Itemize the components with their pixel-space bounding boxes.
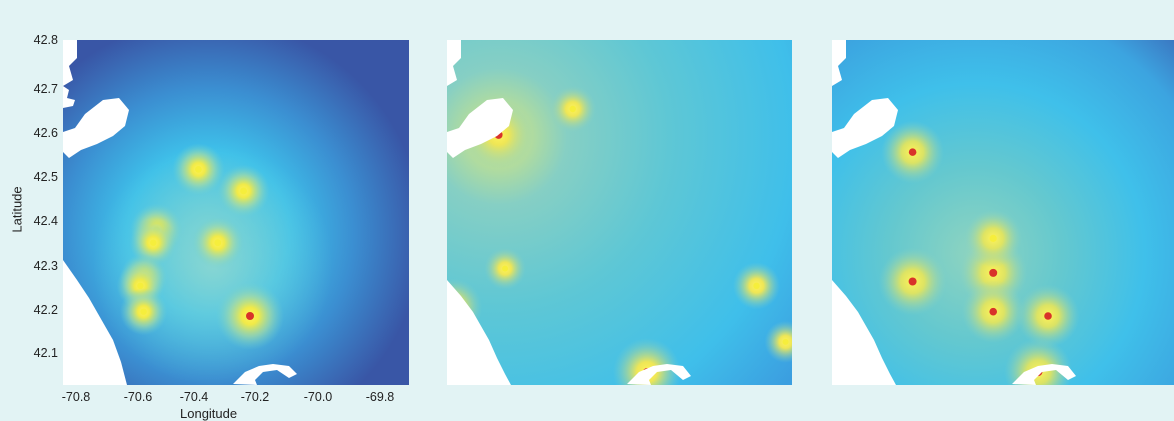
- field-background: [447, 40, 792, 385]
- hotspot-source-marker: [1044, 312, 1052, 320]
- map-panel-1-svg: [63, 40, 409, 385]
- map-panel-1: [63, 40, 409, 385]
- xtick-label: -70.0: [303, 390, 333, 404]
- land-cape-cod-tip: [627, 364, 691, 385]
- map-panel-2-svg: [447, 40, 792, 385]
- hotspot-source-marker: [989, 234, 997, 242]
- xtick-label: -70.8: [61, 390, 91, 404]
- hotspot-source-marker: [569, 105, 576, 113]
- land-south-shore: [63, 260, 127, 385]
- xtick-label: -70.2: [240, 390, 270, 404]
- hotspot-source-marker: [137, 282, 144, 290]
- hotspot-group: [878, 120, 1080, 385]
- hotspot-glow: [1004, 338, 1073, 385]
- land-north-coast: [63, 40, 77, 86]
- hotspot-source-marker: [502, 265, 509, 272]
- hotspot-source-marker: [989, 268, 998, 277]
- hotspot-source-marker: [908, 277, 917, 286]
- land-cape-ann: [63, 98, 129, 158]
- map-panel-3: [832, 40, 1174, 385]
- x-axis-label: Longitude: [180, 406, 238, 421]
- ytick-label: 42.8: [33, 33, 58, 47]
- land-cape-cod-tip: [233, 364, 297, 385]
- land-cape-ann: [447, 98, 513, 158]
- land-south-shore: [447, 280, 511, 385]
- xtick-label: -70.6: [123, 390, 153, 404]
- ytick-label: 42.5: [33, 170, 58, 184]
- y-axis-label: Latitude: [9, 186, 25, 233]
- hotspot-source-marker: [908, 148, 917, 156]
- ytick-label: 42.3: [33, 259, 58, 273]
- ytick-label: 42.7: [33, 82, 58, 96]
- hotspot-source-marker: [214, 239, 222, 247]
- land-south-shore: [832, 280, 896, 385]
- hotspot-glow: [612, 338, 681, 385]
- map-panel-2: [447, 40, 792, 385]
- hotspot-source-marker: [246, 312, 255, 320]
- hotspot-source-marker: [195, 165, 202, 173]
- ytick-label: 42.4: [33, 214, 58, 228]
- xtick-label: -70.4: [179, 390, 209, 404]
- map-panel-3-svg: [832, 40, 1174, 385]
- land-cape-ann: [832, 98, 898, 158]
- land-cape-cod-tip: [1012, 364, 1076, 385]
- hotspot-source-marker: [240, 187, 247, 195]
- land-north-coast: [832, 40, 846, 86]
- hotspot-source-marker: [753, 282, 760, 290]
- ytick-label: 42.2: [33, 303, 58, 317]
- hotspot-source-marker: [140, 308, 147, 315]
- hotspot-source-marker: [782, 338, 789, 345]
- ytick-label: 42.1: [33, 346, 58, 360]
- land-island: [63, 86, 75, 108]
- land-north-coast: [447, 40, 461, 86]
- hotspot-source-marker: [989, 307, 998, 316]
- hotspot-glow: [764, 320, 792, 363]
- hotspot-source-marker: [150, 239, 157, 246]
- ytick-label: 42.6: [33, 126, 58, 140]
- hotspot-group: [116, 143, 285, 350]
- xtick-label: -69.8: [365, 390, 395, 404]
